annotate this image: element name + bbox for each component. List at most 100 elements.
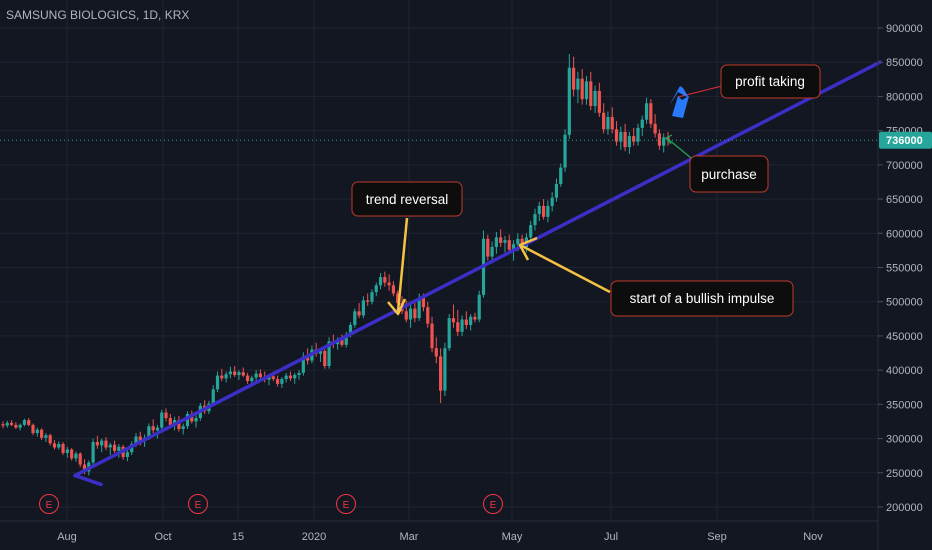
candle-body bbox=[301, 356, 305, 373]
candle-body bbox=[1, 424, 5, 426]
candle-body bbox=[31, 424, 35, 434]
time-tick-label: Aug bbox=[57, 531, 77, 543]
earnings-marker-letter: E bbox=[490, 500, 497, 511]
candle-body bbox=[78, 453, 82, 465]
candle-body bbox=[27, 420, 31, 425]
candle-body bbox=[275, 379, 280, 384]
candle-body bbox=[40, 429, 44, 438]
earnings-marker-letter: E bbox=[343, 500, 350, 511]
candle-body bbox=[464, 319, 468, 325]
candle-body bbox=[614, 129, 619, 142]
candle-body bbox=[340, 340, 344, 345]
candle-body bbox=[473, 316, 477, 320]
candle-body bbox=[91, 441, 95, 463]
candle-body bbox=[104, 440, 108, 448]
earnings-marker[interactable] bbox=[39, 494, 59, 514]
bullish-impulse-label-box[interactable] bbox=[610, 280, 794, 317]
candle-body bbox=[529, 225, 533, 238]
price-tick-label: 700000 bbox=[886, 160, 923, 172]
candle-body bbox=[507, 240, 511, 250]
trendline-extension bbox=[73, 473, 103, 487]
candle-body bbox=[52, 443, 57, 448]
trend-reversal-arrow-shaft bbox=[396, 217, 409, 313]
time-axis[interactable]: Aug Oct 15 2020 Mar May Jul Sep Nov bbox=[57, 531, 823, 543]
candle-body bbox=[378, 277, 383, 286]
price-tick-label: 400000 bbox=[886, 365, 923, 377]
profit-taking-blue-arrowhead bbox=[669, 86, 689, 106]
candle-body bbox=[215, 375, 220, 390]
trend-reversal-label-text: trend reversal bbox=[366, 192, 449, 207]
candle-body bbox=[254, 373, 258, 378]
trend-reversal-arrowhead bbox=[387, 298, 407, 316]
candle-body bbox=[477, 294, 481, 320]
candle-body bbox=[443, 348, 447, 391]
candle-body bbox=[125, 452, 130, 458]
price-tick-label: 250000 bbox=[886, 468, 923, 480]
trend-reversal-label-box[interactable] bbox=[351, 181, 463, 217]
time-tick-label: Oct bbox=[154, 531, 171, 543]
candle-body bbox=[220, 375, 224, 379]
candle-body bbox=[353, 311, 357, 325]
candle-body bbox=[237, 372, 241, 375]
candle-body bbox=[657, 133, 662, 146]
profit-taking-label-text: profit taking bbox=[735, 74, 805, 89]
candle-body bbox=[417, 297, 421, 319]
annotation-labels[interactable]: profit taking purchase trend reversal start… bbox=[351, 64, 821, 317]
time-tick-label: May bbox=[502, 531, 523, 543]
candle-body bbox=[370, 292, 374, 302]
candle-body bbox=[649, 103, 653, 124]
price-tick-label: 650000 bbox=[886, 194, 923, 206]
candle-body bbox=[280, 379, 284, 384]
earnings-marker[interactable] bbox=[336, 494, 356, 514]
candle-body bbox=[117, 446, 121, 451]
candle-body bbox=[9, 422, 14, 425]
candle-body bbox=[511, 244, 516, 250]
purchase-label-box[interactable] bbox=[689, 155, 769, 193]
earnings-marker-letter: E bbox=[195, 500, 202, 511]
candle-body bbox=[576, 78, 580, 90]
candle-body bbox=[396, 293, 400, 304]
candle-body bbox=[391, 285, 396, 294]
candle-body bbox=[70, 449, 74, 459]
price-tick-label: 450000 bbox=[886, 331, 923, 343]
candle-body bbox=[439, 356, 443, 391]
candle-body bbox=[408, 308, 413, 320]
candle-body bbox=[490, 246, 494, 257]
candle-body bbox=[623, 132, 627, 148]
candle-body bbox=[48, 435, 52, 444]
candle-body bbox=[164, 412, 168, 419]
candle-body bbox=[404, 311, 408, 320]
candle-body bbox=[486, 238, 490, 257]
purchase-label-text: purchase bbox=[701, 167, 757, 182]
candle-body bbox=[430, 323, 434, 349]
candle-body bbox=[211, 389, 215, 404]
profit-taking-label-box[interactable] bbox=[720, 64, 821, 99]
candle-body bbox=[619, 132, 623, 142]
candle-body bbox=[627, 136, 631, 148]
candle-body bbox=[366, 300, 370, 302]
candle-body bbox=[245, 375, 250, 382]
price-tick-label: 600000 bbox=[886, 228, 923, 240]
time-tick-label: Sep bbox=[707, 531, 727, 543]
time-tick-label: 15 bbox=[232, 531, 244, 543]
candle-body bbox=[451, 318, 456, 323]
time-tick-label: Mar bbox=[400, 531, 419, 543]
earnings-marker-letter: E bbox=[46, 500, 53, 511]
candle-body bbox=[177, 420, 181, 429]
candle-body bbox=[572, 67, 576, 90]
candle-body bbox=[387, 282, 391, 286]
earnings-marker[interactable] bbox=[188, 494, 208, 514]
candle-body bbox=[344, 334, 348, 345]
candle-body bbox=[357, 311, 361, 316]
earnings-marker[interactable] bbox=[483, 494, 503, 514]
candle-body bbox=[22, 420, 27, 425]
candle-body bbox=[181, 426, 185, 429]
candle-body bbox=[185, 413, 190, 427]
candle-body bbox=[589, 81, 593, 107]
candle-body bbox=[434, 348, 438, 357]
price-axis[interactable]: 200000 250000 300000 350000 400000 450000 5000… bbox=[878, 23, 923, 514]
candle-body bbox=[606, 116, 610, 130]
candle-body bbox=[666, 137, 670, 141]
candle-body bbox=[546, 205, 550, 217]
